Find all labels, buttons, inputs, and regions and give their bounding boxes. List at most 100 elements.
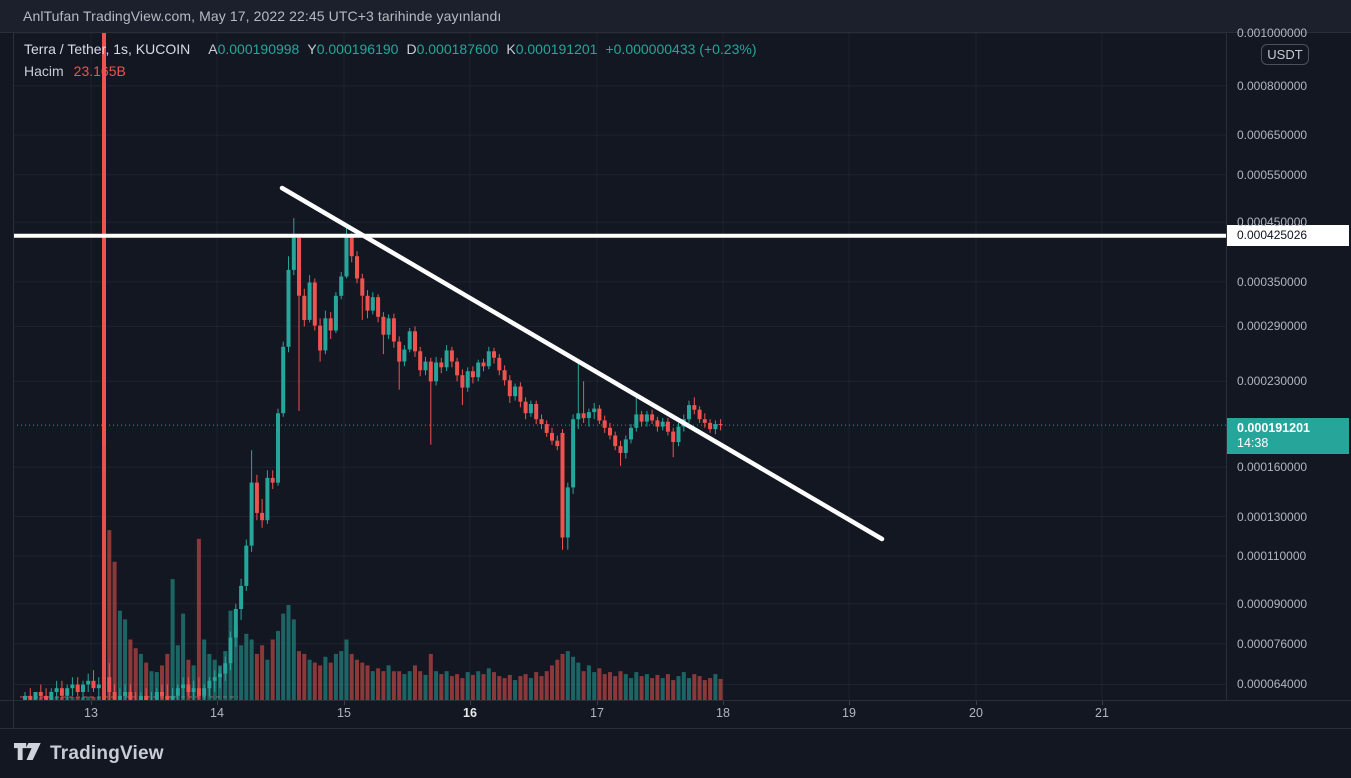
volume-bar xyxy=(407,671,412,700)
candle-body xyxy=(692,405,697,410)
time-axis-tick xyxy=(849,701,850,705)
volume-bar xyxy=(697,676,702,700)
volume-bar xyxy=(481,674,486,700)
price-axis-label: 0.000650000 xyxy=(1237,128,1308,143)
volume-bar xyxy=(307,659,312,700)
candle-body xyxy=(470,371,475,378)
volume-bar xyxy=(449,676,454,700)
high-label: Y xyxy=(307,41,317,57)
candle-body xyxy=(112,692,117,700)
volume-bar xyxy=(149,671,154,700)
volume-bar xyxy=(254,653,259,700)
candle-body xyxy=(560,432,565,538)
volume-bar xyxy=(581,671,586,700)
volume-bar xyxy=(133,648,138,700)
candle-body xyxy=(333,295,338,331)
candle-body xyxy=(49,692,54,700)
price-chart-canvas[interactable] xyxy=(13,33,1226,700)
candle-body xyxy=(339,276,344,296)
volume-bar xyxy=(650,678,655,700)
time-axis[interactable]: 13 14 15 16 17 18 19 20 21 xyxy=(0,701,1351,728)
candle-body xyxy=(413,331,417,352)
volume-bar xyxy=(655,674,660,700)
candle-body xyxy=(249,482,254,546)
volume-bar xyxy=(576,662,581,700)
volume-bar xyxy=(339,651,344,700)
candle-body xyxy=(518,386,523,402)
volume-bar xyxy=(144,662,149,700)
volume-bar xyxy=(460,678,465,700)
candle-body xyxy=(33,692,38,700)
currency-unit-badge[interactable]: USDT xyxy=(1261,44,1309,65)
volume-bar xyxy=(476,671,481,700)
symbol-title[interactable]: Terra / Tether, 1s, KUCOIN xyxy=(24,41,191,57)
price-axis-label: 0.001000000 xyxy=(1237,26,1308,40)
candle-body xyxy=(402,349,407,362)
price-axis-label: 0.000350000 xyxy=(1237,274,1308,289)
last-price-value: 0.000191201 xyxy=(1237,421,1310,436)
tradingview-logo-icon[interactable] xyxy=(14,742,41,765)
footer: TradingView xyxy=(0,729,1351,778)
candle-body xyxy=(65,688,70,696)
candle-body xyxy=(581,413,586,419)
volume-bar xyxy=(539,676,544,700)
candle-body xyxy=(91,680,96,689)
volume-bar xyxy=(470,674,475,700)
volume-bar xyxy=(708,678,713,700)
volume-bar xyxy=(349,653,354,700)
volume-bar xyxy=(333,653,338,700)
price-axis-label: 0.000230000 xyxy=(1237,374,1308,389)
time-axis-label: 20 xyxy=(969,706,983,720)
volume-bar xyxy=(381,671,386,700)
candle-body xyxy=(281,346,286,414)
volume-bar xyxy=(507,674,512,700)
volume-bar xyxy=(386,665,391,700)
time-axis-label: 14 xyxy=(210,706,224,720)
candle-body xyxy=(697,409,702,420)
volume-bar xyxy=(565,651,570,700)
candle-body xyxy=(175,688,180,696)
volume-study-label[interactable]: Hacim xyxy=(24,63,64,79)
horizontal-line-price-label: 0.000425026 xyxy=(1227,225,1349,247)
candle-body xyxy=(439,362,444,368)
volume-bar xyxy=(123,619,128,700)
candle-body xyxy=(302,295,307,320)
tradingview-brand-text[interactable]: TradingView xyxy=(50,742,164,764)
volume-bar xyxy=(528,678,533,700)
candle-body xyxy=(571,419,576,488)
volume-bar xyxy=(555,659,560,700)
candle-body xyxy=(365,295,370,311)
price-axis[interactable]: USDT 0.000425026 0.000191201 14:38 0.001… xyxy=(1227,26,1351,700)
price-axis-label: 0.000090000 xyxy=(1237,596,1308,611)
time-axis-label: 21 xyxy=(1095,706,1109,720)
candle-body xyxy=(165,695,170,700)
volume-bar xyxy=(276,630,280,700)
volume-bar xyxy=(486,668,491,700)
candle-body xyxy=(207,680,212,689)
trendline-drawing[interactable] xyxy=(279,185,885,542)
open-value: 0.000190998 xyxy=(217,41,300,57)
candle-body xyxy=(191,688,196,692)
price-axis-label: 0.000110000 xyxy=(1237,549,1307,564)
low-label: D xyxy=(406,41,417,57)
price-axis-label: 0.000076000 xyxy=(1237,636,1308,651)
candle-body xyxy=(555,440,560,447)
volume-bar xyxy=(91,697,96,700)
candle-body xyxy=(96,684,101,689)
volume-bar xyxy=(249,639,254,700)
volume-bar xyxy=(544,671,549,700)
volume-bar xyxy=(312,662,317,700)
volume-bar xyxy=(244,633,249,700)
volume-bar xyxy=(112,561,117,700)
volume-bar xyxy=(181,613,186,700)
volume-bar xyxy=(492,672,496,700)
price-axis-label: 0.000064000 xyxy=(1237,677,1308,692)
volume-bar xyxy=(681,672,686,700)
candle-body xyxy=(102,33,106,447)
volume-bar xyxy=(586,665,591,700)
candle-body xyxy=(460,375,465,388)
chart-legend: Terra / Tether, 1s, KUCOIN A0.000190998 Y0… xyxy=(24,38,756,82)
volume-bar xyxy=(534,672,539,700)
candle-body xyxy=(676,426,681,443)
volume-bar xyxy=(523,674,528,700)
